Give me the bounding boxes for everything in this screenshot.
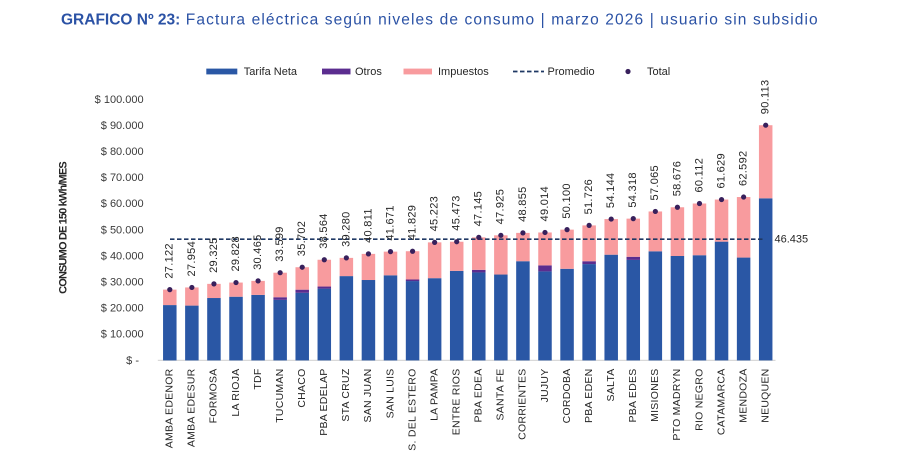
svg-text:CATAMARCA: CATAMARCA: [715, 369, 727, 436]
svg-text:FORMOSA: FORMOSA: [208, 369, 220, 424]
svg-text:49.014: 49.014: [539, 186, 551, 221]
svg-text:54.144: 54.144: [605, 173, 617, 208]
svg-text:$ 90.000: $ 90.000: [101, 120, 144, 132]
svg-text:NEUQUEN: NEUQUEN: [759, 369, 771, 423]
svg-text:33.599: 33.599: [274, 226, 286, 261]
svg-text:PBA EDES: PBA EDES: [627, 369, 639, 423]
svg-text:LA PAMPA: LA PAMPA: [428, 369, 440, 421]
svg-text:PBA EDEN: PBA EDEN: [583, 369, 595, 424]
svg-text:90.113: 90.113: [760, 80, 772, 115]
svg-text:Tarifa Neta: Tarifa Neta: [244, 66, 298, 78]
svg-text:Total: Total: [647, 66, 670, 78]
svg-text:CORDOBA: CORDOBA: [561, 369, 573, 424]
svg-text:PBA EDELAP: PBA EDELAP: [318, 369, 330, 436]
svg-text:27.122: 27.122: [164, 243, 176, 278]
svg-text:38.564: 38.564: [318, 213, 330, 248]
svg-text:58.676: 58.676: [671, 161, 683, 196]
svg-text:STA CRUZ: STA CRUZ: [340, 368, 352, 421]
svg-text:MENDOZA: MENDOZA: [737, 369, 749, 423]
svg-text:GRAFICO Nº 23: Factura eléctri: GRAFICO Nº 23: Factura eléctrica según n…: [61, 12, 819, 29]
svg-text:S. DEL ESTERO: S. DEL ESTERO: [406, 369, 418, 451]
svg-text:$ 80.000: $ 80.000: [101, 146, 144, 158]
svg-text:AMBA EDESUR: AMBA EDESUR: [186, 368, 198, 447]
svg-text:RIO NEGRO: RIO NEGRO: [693, 369, 705, 431]
svg-text:Promedio: Promedio: [548, 66, 595, 78]
svg-text:AMBA EDENOR: AMBA EDENOR: [164, 368, 176, 448]
svg-text:54.318: 54.318: [627, 172, 639, 207]
svg-text:50.100: 50.100: [561, 183, 573, 218]
svg-text:40.811: 40.811: [362, 208, 374, 243]
svg-text:$ 20.000: $ 20.000: [101, 303, 144, 315]
svg-text:MISIONES: MISIONES: [649, 369, 661, 422]
svg-text:41.829: 41.829: [406, 205, 418, 240]
svg-text:57.065: 57.065: [649, 165, 661, 200]
svg-text:48.855: 48.855: [517, 186, 529, 221]
svg-text:TUCUMAN: TUCUMAN: [274, 369, 286, 423]
svg-text:62.592: 62.592: [738, 151, 750, 186]
svg-text:30.465: 30.465: [252, 234, 264, 269]
svg-text:PBA EDEA: PBA EDEA: [473, 369, 485, 423]
svg-text:Impuestos: Impuestos: [438, 66, 489, 78]
svg-text:$ 70.000: $ 70.000: [101, 172, 144, 184]
svg-text:PTO MADRYN: PTO MADRYN: [671, 369, 683, 441]
svg-text:29.828: 29.828: [230, 236, 242, 271]
svg-text:JUJUY: JUJUY: [539, 369, 551, 403]
svg-text:$ 60.000: $ 60.000: [101, 198, 144, 210]
svg-text:$ 30.000: $ 30.000: [101, 277, 144, 289]
svg-text:$ 50.000: $ 50.000: [101, 224, 144, 236]
svg-text:$ 100.000: $ 100.000: [95, 94, 144, 106]
svg-text:27.954: 27.954: [186, 241, 198, 276]
svg-text:51.726: 51.726: [583, 179, 595, 214]
svg-text:47.925: 47.925: [495, 189, 507, 224]
svg-text:39.280: 39.280: [340, 211, 352, 246]
svg-text:$ 10.000: $ 10.000: [101, 329, 144, 341]
svg-text:60.112: 60.112: [693, 158, 705, 193]
svg-text:Otros: Otros: [355, 66, 382, 78]
svg-text:45.473: 45.473: [451, 195, 463, 230]
svg-text:LA RIOJA: LA RIOJA: [230, 369, 242, 417]
svg-text:29.325: 29.325: [208, 237, 220, 272]
svg-text:SALTA: SALTA: [605, 369, 617, 402]
svg-text:CORRIENTES: CORRIENTES: [517, 369, 529, 440]
svg-text:SAN LUIS: SAN LUIS: [384, 369, 396, 419]
svg-text:SAN JUAN: SAN JUAN: [362, 369, 374, 423]
svg-text:SANTA FE: SANTA FE: [495, 368, 507, 420]
svg-text:47.145: 47.145: [473, 191, 485, 226]
svg-text:ENTRE RIOS: ENTRE RIOS: [450, 368, 462, 435]
svg-text:$ -: $ -: [126, 355, 139, 367]
svg-text:TDF: TDF: [252, 369, 264, 390]
svg-text:45.223: 45.223: [429, 196, 441, 231]
svg-text:41.671: 41.671: [384, 205, 396, 240]
svg-text:CHACO: CHACO: [296, 369, 308, 408]
svg-text:35.702: 35.702: [296, 221, 308, 256]
svg-text:46.435: 46.435: [775, 234, 809, 246]
svg-text:61.629: 61.629: [715, 153, 727, 188]
svg-text:$ 40.000: $ 40.000: [101, 250, 144, 262]
svg-text:CONSUMO DE 150 kWh/MES: CONSUMO DE 150 kWh/MES: [58, 162, 70, 294]
